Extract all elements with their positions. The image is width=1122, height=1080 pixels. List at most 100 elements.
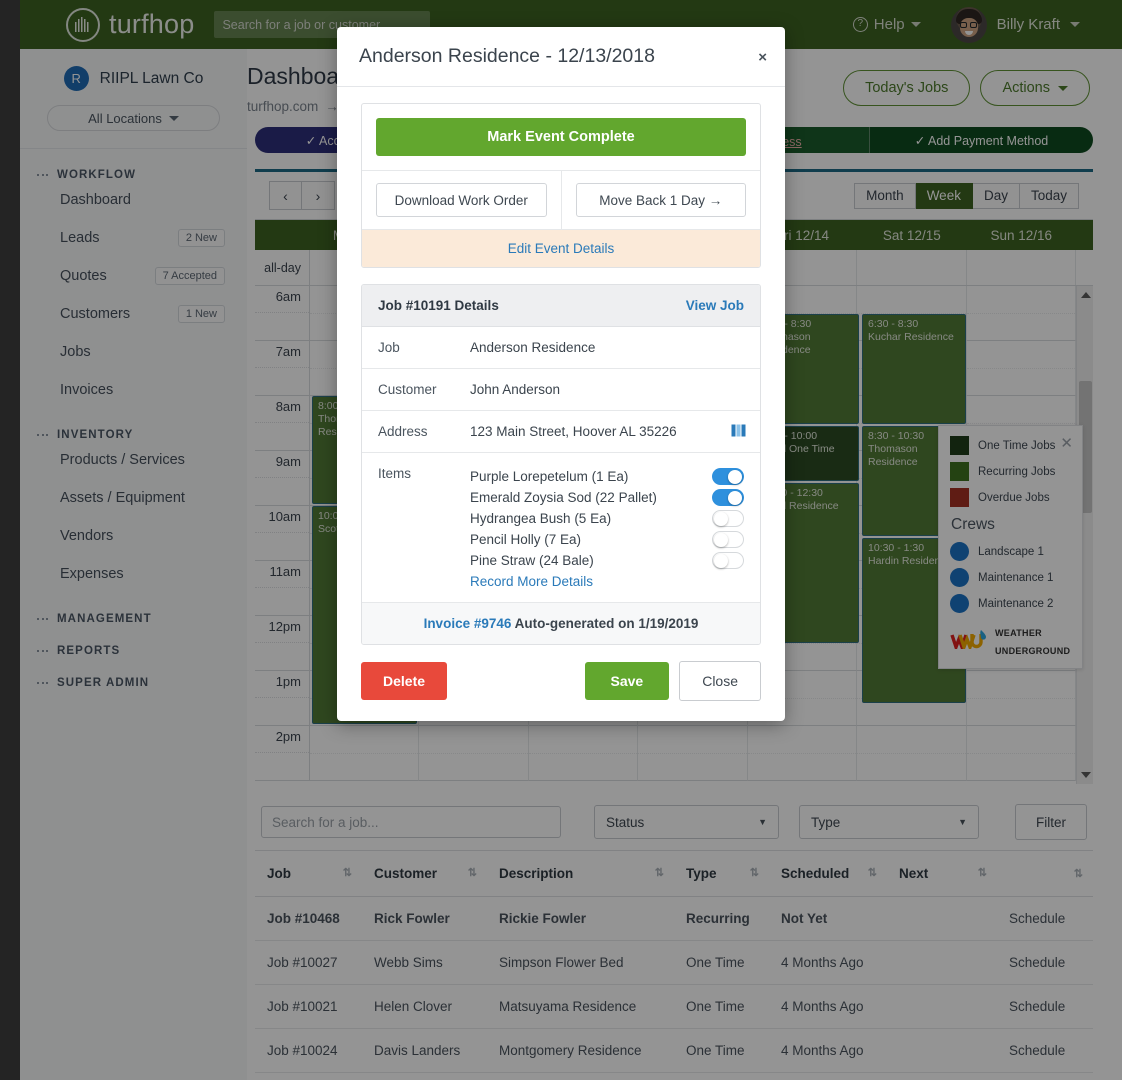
- download-work-order-button[interactable]: Download Work Order: [376, 183, 547, 217]
- view-job-link[interactable]: View Job: [685, 298, 744, 313]
- status-filter-select[interactable]: Status ▼: [594, 805, 779, 839]
- sidebar-section-super-admin[interactable]: SUPER ADMIN: [20, 657, 247, 689]
- item-toggle[interactable]: [712, 468, 744, 485]
- column-header-next[interactable]: Next ⇅: [887, 850, 997, 897]
- calendar-slot[interactable]: [857, 726, 967, 781]
- sidebar-item-invoices[interactable]: Invoices: [20, 371, 247, 409]
- sidebar-item-products-services[interactable]: Products / Services: [20, 441, 247, 479]
- help-menu[interactable]: ? Help: [852, 16, 921, 33]
- item-toggle[interactable]: [712, 552, 744, 569]
- calendar-slot[interactable]: [747, 616, 858, 671]
- calendar-day-header[interactable]: Sun 12/16: [990, 227, 1053, 243]
- mark-event-complete-button[interactable]: Mark Event Complete: [376, 118, 746, 156]
- sidebar-item-assets-equipment[interactable]: Assets / Equipment: [20, 479, 247, 517]
- calendar-view-day[interactable]: Day: [972, 182, 1020, 209]
- close-button[interactable]: Close: [679, 661, 761, 701]
- cell-job[interactable]: Job #10027: [255, 940, 362, 985]
- cell-schedule-link[interactable]: Schedule: [997, 896, 1093, 941]
- all-locations-dropdown[interactable]: All Locations: [47, 105, 220, 131]
- column-header-customer[interactable]: Customer ⇅: [362, 850, 487, 897]
- map-icon[interactable]: [731, 424, 746, 440]
- move-back-one-day-button[interactable]: Move Back 1 Day →: [575, 183, 746, 217]
- calendar-view-month[interactable]: Month: [854, 182, 916, 209]
- column-header-action[interactable]: ⇅: [997, 850, 1093, 897]
- cell-customer[interactable]: Helen Clover: [362, 984, 487, 1029]
- cell-job[interactable]: Job #10003: [255, 1072, 362, 1080]
- scroll-up-arrow-icon[interactable]: [1081, 292, 1091, 298]
- save-button[interactable]: Save: [584, 662, 670, 700]
- cell-customer[interactable]: Justin Rainer: [362, 1072, 487, 1080]
- cell-schedule-link[interactable]: Schedule: [997, 984, 1093, 1029]
- column-header-description[interactable]: Description ⇅: [487, 850, 674, 897]
- table-row[interactable]: Job #10024 Davis Landers Montgomery Resi…: [255, 1028, 1093, 1073]
- cell-schedule-link[interactable]: Schedule: [997, 1072, 1093, 1080]
- allday-cell[interactable]: [748, 250, 858, 285]
- calendar-next-button[interactable]: ›: [302, 181, 335, 210]
- legend-crew-maintenance-1[interactable]: Maintenance 1: [950, 568, 1071, 587]
- sidebar-item-expenses[interactable]: Expenses: [20, 555, 247, 593]
- table-row[interactable]: Job #10021 Helen Clover Matsuyama Reside…: [255, 984, 1093, 1029]
- sidebar-section-reports[interactable]: REPORTS: [20, 625, 247, 657]
- cell-job[interactable]: Job #10024: [255, 1028, 362, 1073]
- calendar-day-header[interactable]: Sat 12/15: [882, 227, 941, 243]
- sidebar-item-dashboard[interactable]: Dashboard: [20, 181, 247, 219]
- calendar-view-week[interactable]: Week: [915, 182, 973, 209]
- calendar-slot[interactable]: [966, 671, 1076, 726]
- close-icon[interactable]: ×: [758, 49, 767, 66]
- sidebar-item-vendors[interactable]: Vendors: [20, 517, 247, 555]
- scroll-down-arrow-icon[interactable]: [1081, 772, 1091, 778]
- delete-button[interactable]: Delete: [361, 662, 448, 700]
- type-filter-select[interactable]: Type ▼: [799, 805, 979, 839]
- calendar-slot[interactable]: [528, 726, 639, 781]
- weather-underground-attribution[interactable]: WEATHER UNDERGROUND: [950, 620, 1071, 668]
- item-toggle[interactable]: [712, 489, 744, 506]
- calendar-slot[interactable]: [638, 726, 748, 781]
- sidebar-item-leads[interactable]: Leads 2 New: [20, 219, 247, 257]
- actions-button[interactable]: Actions: [980, 70, 1090, 106]
- item-toggle[interactable]: [712, 510, 744, 527]
- detail-value-job-link[interactable]: Anderson Residence: [470, 340, 596, 355]
- cell-customer[interactable]: Webb Sims: [362, 940, 487, 985]
- calendar-slot[interactable]: [310, 726, 420, 781]
- cell-job[interactable]: Job #10021: [255, 984, 362, 1029]
- calendar-slot[interactable]: [966, 726, 1076, 781]
- calendar-slot[interactable]: [747, 671, 858, 726]
- table-row[interactable]: Job #10003 Justin Rainer New Patio One T…: [255, 1072, 1093, 1080]
- cell-customer[interactable]: Davis Landers: [362, 1028, 487, 1073]
- detail-value-customer-link[interactable]: John Anderson: [470, 382, 561, 397]
- setup-step-add-payment-method[interactable]: ✓ Add Payment Method: [869, 127, 1093, 153]
- column-header-type[interactable]: Type ⇅: [674, 850, 769, 897]
- edit-event-details-link[interactable]: Edit Event Details: [362, 229, 760, 267]
- column-header-job[interactable]: Job ⇅: [255, 850, 362, 897]
- filter-button[interactable]: Filter: [1015, 804, 1087, 840]
- sidebar-item-customers[interactable]: Customers 1 New: [20, 295, 247, 333]
- sidebar-section-management[interactable]: MANAGEMENT: [20, 593, 247, 625]
- legend-item-one-time-jobs[interactable]: One Time Jobs: [950, 436, 1071, 455]
- table-row[interactable]: Job #10027 Webb Sims Simpson Flower Bed …: [255, 940, 1093, 985]
- legend-item-recurring-jobs[interactable]: Recurring Jobs: [950, 462, 1071, 481]
- table-row[interactable]: Job #10468 Rick Fowler Rickie Fowler Rec…: [255, 896, 1093, 941]
- cell-schedule-link[interactable]: Schedule: [997, 940, 1093, 985]
- user-menu[interactable]: Billy Kraft: [950, 6, 1080, 43]
- calendar-prev-button[interactable]: ‹: [269, 181, 302, 210]
- cell-job[interactable]: Job #10468: [255, 896, 362, 941]
- record-more-details-link[interactable]: Record More Details: [470, 574, 594, 589]
- legend-crew-landscape-1[interactable]: Landscape 1: [950, 542, 1071, 561]
- item-toggle[interactable]: [712, 531, 744, 548]
- calendar-event[interactable]: 6:30 - 8:30 Kuchar Residence: [862, 314, 966, 424]
- brand-logo[interactable]: turfhop: [66, 7, 194, 42]
- todays-jobs-button[interactable]: Today's Jobs: [843, 70, 971, 106]
- sidebar-item-jobs[interactable]: Jobs: [20, 333, 247, 371]
- allday-cell[interactable]: [967, 250, 1076, 285]
- sidebar-item-quotes[interactable]: Quotes 7 Accepted: [20, 257, 247, 295]
- calendar-slot[interactable]: [419, 726, 529, 781]
- jobs-search-input[interactable]: [261, 806, 561, 838]
- cell-schedule-link[interactable]: Schedule: [997, 1028, 1093, 1073]
- invoice-link[interactable]: Invoice #9746: [423, 616, 512, 631]
- calendar-slot[interactable]: [747, 726, 858, 781]
- cell-customer[interactable]: Rick Fowler: [362, 896, 487, 941]
- close-icon[interactable]: ✕: [1060, 435, 1073, 452]
- breadcrumb-root[interactable]: turfhop.com: [247, 99, 319, 114]
- legend-crew-maintenance-2[interactable]: Maintenance 2: [950, 594, 1071, 613]
- column-header-scheduled[interactable]: Scheduled ⇅: [769, 850, 887, 897]
